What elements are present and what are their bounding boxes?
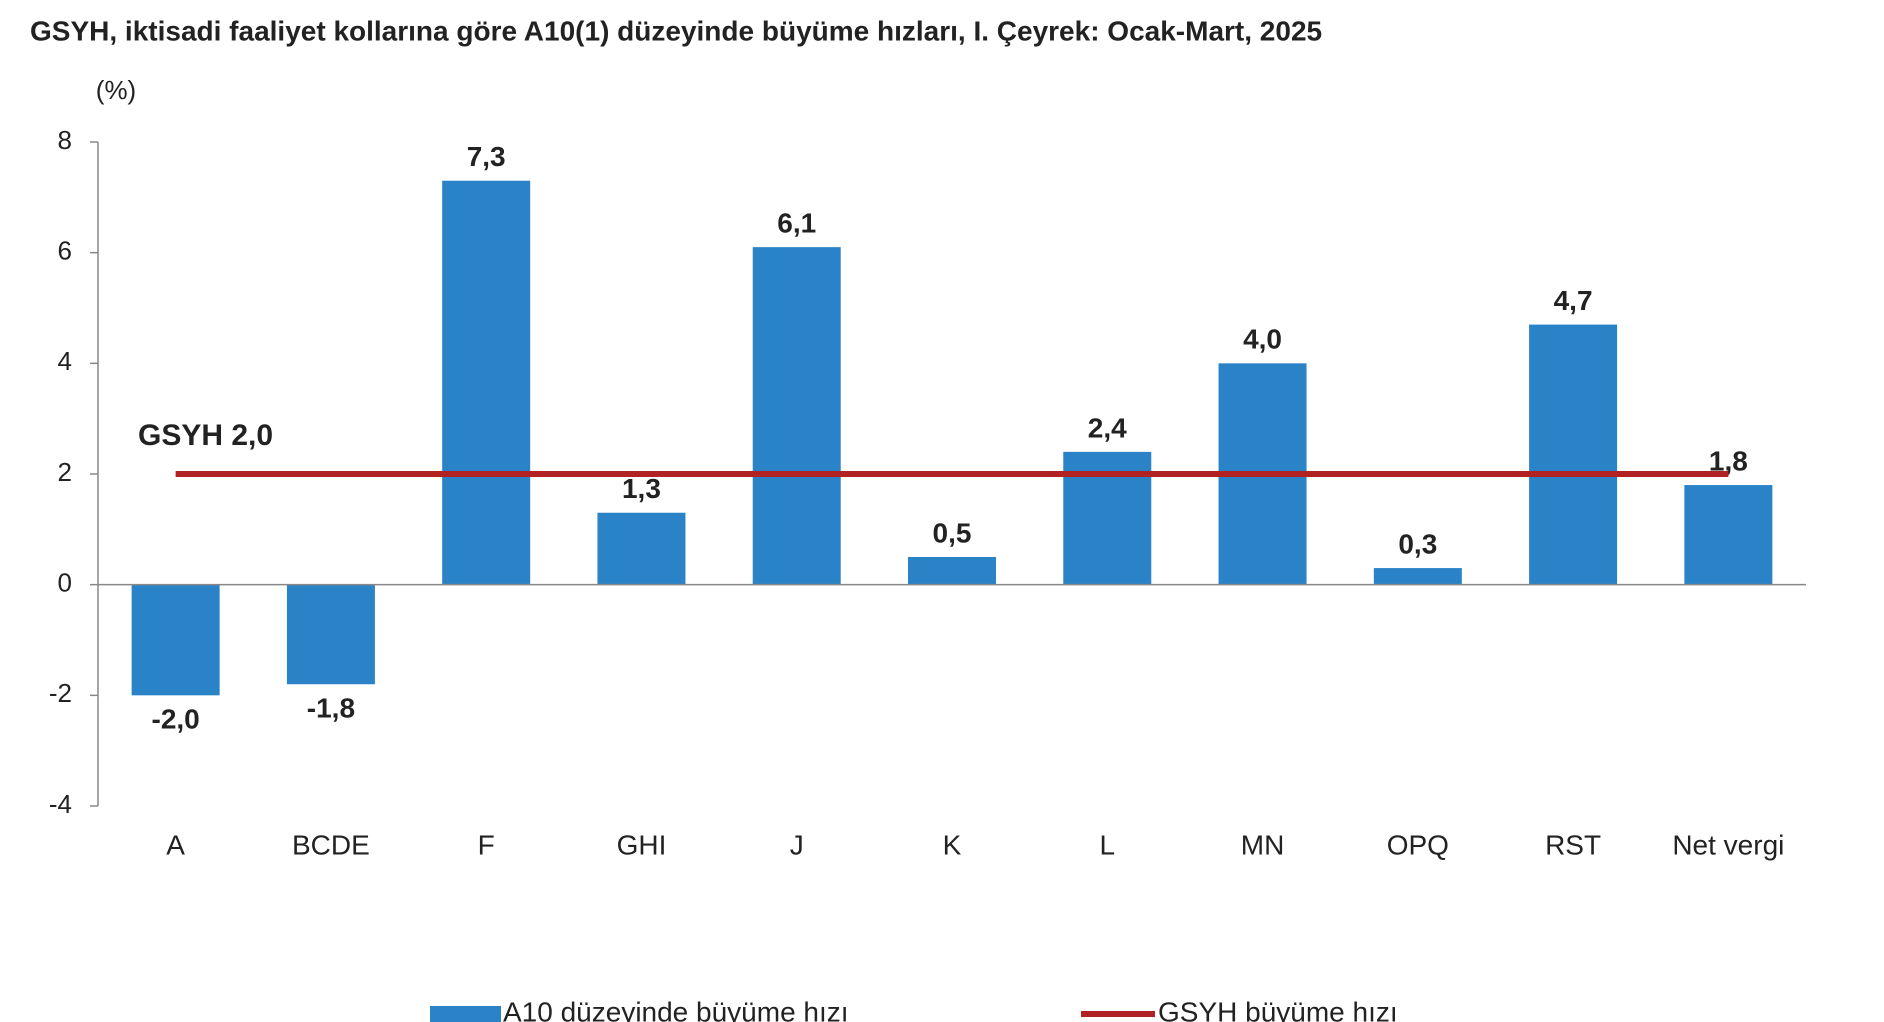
- bar: [286, 584, 375, 685]
- data-label: 2,4: [1088, 412, 1127, 443]
- bar: [131, 584, 220, 696]
- bar: [752, 247, 841, 585]
- x-tick-label: K: [943, 829, 962, 860]
- x-tick-label: GHI: [617, 829, 667, 860]
- x-tick-label: A: [166, 829, 185, 860]
- data-label: -1,8: [307, 693, 355, 724]
- y-unit: (%): [96, 75, 136, 105]
- y-tick-label: 6: [58, 236, 72, 266]
- data-label: 7,3: [467, 141, 506, 172]
- data-label: 0,3: [1398, 528, 1437, 559]
- legend-label: GSYH büyüme hızı: [1158, 996, 1398, 1022]
- reference-label: GSYH 2,0: [138, 419, 273, 452]
- bar: [442, 180, 531, 585]
- bar: [1373, 568, 1462, 585]
- y-tick-label: -2: [49, 678, 72, 708]
- x-tick-label: F: [478, 829, 495, 860]
- bar: [1529, 324, 1618, 585]
- x-tick-label: BCDE: [292, 829, 370, 860]
- data-label: 6,1: [777, 208, 816, 239]
- chart-title: GSYH, iktisadi faaliyet kollarına göre A…: [30, 15, 1322, 46]
- bar: [597, 512, 686, 585]
- data-label: 4,7: [1554, 285, 1593, 316]
- bar: [1684, 485, 1773, 585]
- x-tick-label: L: [1099, 829, 1115, 860]
- data-label: 0,5: [933, 517, 972, 548]
- x-tick-label: RST: [1545, 829, 1601, 860]
- x-tick-label: Net vergi: [1672, 829, 1784, 860]
- x-tick-label: MN: [1241, 829, 1285, 860]
- legend-swatch: [430, 1006, 501, 1022]
- y-tick-label: 8: [58, 125, 72, 155]
- y-tick-label: -4: [49, 789, 72, 819]
- data-label: -2,0: [152, 704, 200, 735]
- data-label: 4,0: [1243, 324, 1282, 355]
- y-tick-label: 4: [58, 346, 72, 376]
- y-tick-label: 2: [58, 457, 72, 487]
- x-tick-label: OPQ: [1387, 829, 1449, 860]
- legend-label: A10 düzeyinde büyüme hızı: [503, 996, 849, 1022]
- data-label: 1,3: [622, 473, 661, 504]
- x-tick-label: J: [790, 829, 804, 860]
- bar: [908, 557, 996, 585]
- y-tick-label: 0: [58, 568, 72, 598]
